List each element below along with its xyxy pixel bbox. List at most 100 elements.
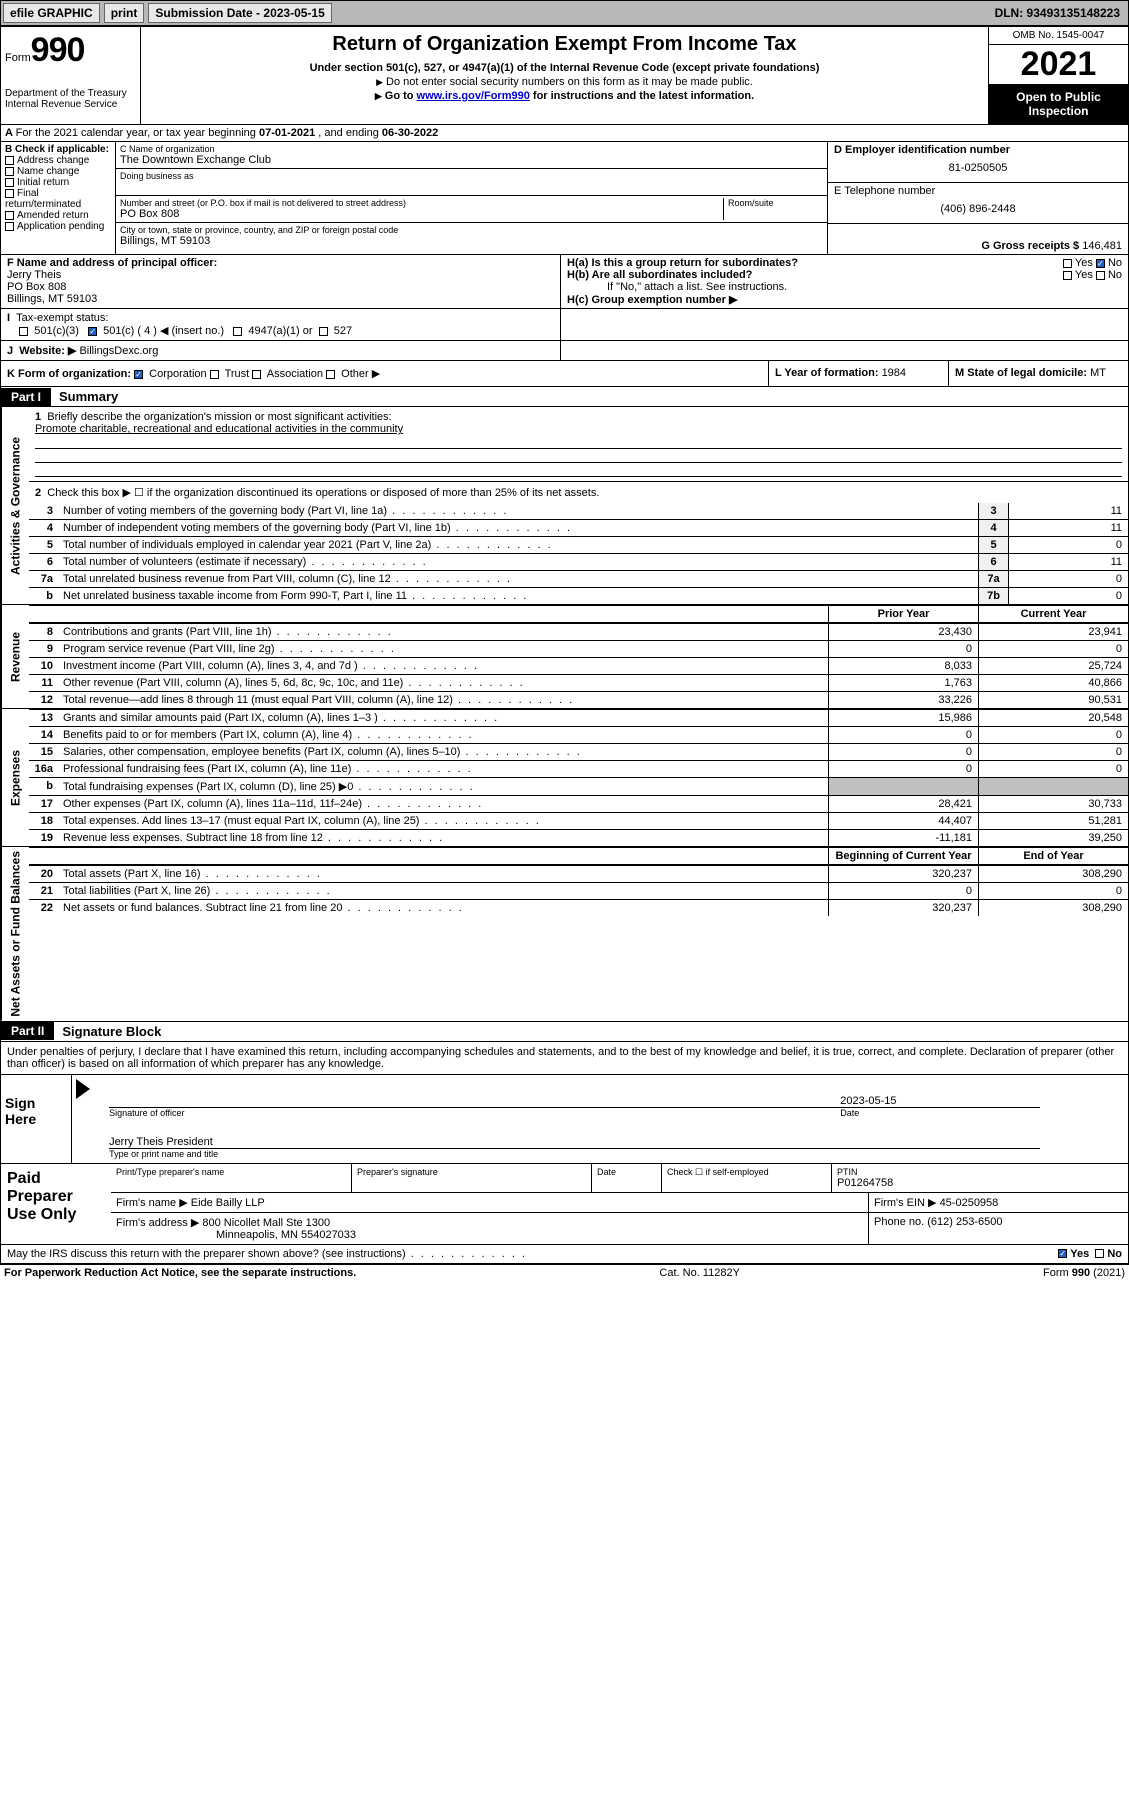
summary-line: 6Total number of volunteers (estimate if… xyxy=(29,553,1128,570)
colb-checkbox[interactable] xyxy=(5,189,14,198)
officer-label: F Name and address of principal officer: xyxy=(7,257,217,269)
ptin-label: PTIN xyxy=(837,1167,1123,1177)
hb-yes-checkbox[interactable] xyxy=(1063,271,1072,280)
hb-label: H(b) Are all subordinates included? xyxy=(567,269,752,281)
colb-item: Application pending xyxy=(5,221,111,232)
state-domicile: MT xyxy=(1090,367,1106,379)
mission-answer: Promote charitable, recreational and edu… xyxy=(35,423,403,435)
ha-yes-checkbox[interactable] xyxy=(1063,259,1072,268)
paid-row-3: Firm's address ▶ 800 Nicollet Mall Ste 1… xyxy=(111,1213,1128,1244)
top-toolbar: efile GRAPHIC print Submission Date - 20… xyxy=(0,0,1129,26)
row-a-tax-year: A For the 2021 calendar year, or tax yea… xyxy=(1,125,1128,142)
527-checkbox[interactable] xyxy=(319,327,328,336)
subdate-label: Submission Date - xyxy=(155,6,263,20)
firm-city: Minneapolis, MN 554027033 xyxy=(116,1229,356,1241)
revenue-section: Revenue Prior Year Current Year 8Contrib… xyxy=(1,605,1128,709)
efile-button[interactable]: efile GRAPHIC xyxy=(3,3,100,23)
501c3-checkbox[interactable] xyxy=(19,327,28,336)
col-b-check: B Check if applicable: Address changeNam… xyxy=(1,142,116,254)
colb-checkbox[interactable] xyxy=(5,167,14,176)
org-city: Billings, MT 59103 xyxy=(120,235,823,247)
hb-no-checkbox[interactable] xyxy=(1096,271,1105,280)
section-h: H(a) Is this a group return for subordin… xyxy=(561,255,1128,308)
sign-here-label: Sign Here xyxy=(1,1075,71,1163)
colb-item: Final return/terminated xyxy=(5,188,111,210)
dba-box: Doing business as xyxy=(116,169,827,196)
summary-line: 16aProfessional fundraising fees (Part I… xyxy=(29,760,1128,777)
officer-addr2: Billings, MT 59103 xyxy=(7,293,97,305)
header-body-grid: B Check if applicable: Address changeNam… xyxy=(1,142,1128,255)
prep-self-check: Check ☐ if self-employed xyxy=(661,1164,831,1192)
l-label: L Year of formation: xyxy=(775,367,882,379)
boy-hdr: Beginning of Current Year xyxy=(828,848,978,864)
print-button[interactable]: print xyxy=(104,3,145,23)
addr-label: Number and street (or P.O. box if mail i… xyxy=(120,198,723,208)
q1-text: Briefly describe the organization's miss… xyxy=(47,411,391,423)
colb-checkbox[interactable] xyxy=(5,211,14,220)
dept-label: Department of the Treasury Internal Reve… xyxy=(5,88,136,110)
part1-title: Summary xyxy=(51,387,126,406)
firm-ein-label: Firm's EIN ▶ xyxy=(874,1197,940,1209)
firm-ein: 45-0250958 xyxy=(940,1197,999,1209)
sig-date: 2023-05-15 xyxy=(840,1095,1040,1107)
colb-checkbox[interactable] xyxy=(5,178,14,187)
firm-name-label: Firm's name ▶ xyxy=(116,1197,191,1209)
501c-checkbox[interactable] xyxy=(88,327,97,336)
prep-date-label: Date xyxy=(597,1167,656,1177)
trust-checkbox[interactable] xyxy=(210,370,219,379)
sig-date-label: Date xyxy=(840,1108,1040,1118)
summary-line: 8Contributions and grants (Part VIII, li… xyxy=(29,623,1128,640)
colb-checkbox[interactable] xyxy=(5,156,14,165)
prep-sig-label: Preparer's signature xyxy=(357,1167,586,1177)
k-label: K Form of organization: xyxy=(7,368,131,380)
colb-item: Name change xyxy=(5,166,111,177)
footer-left: For Paperwork Reduction Act Notice, see … xyxy=(4,1267,356,1279)
summary-line: 11Other revenue (Part VIII, column (A), … xyxy=(29,674,1128,691)
footer-center: Cat. No. 11282Y xyxy=(659,1267,740,1279)
dba-label: Doing business as xyxy=(120,171,823,181)
summary-line: 17Other expenses (Part IX, column (A), l… xyxy=(29,795,1128,812)
irs-link[interactable]: www.irs.gov/Form990 xyxy=(417,90,530,102)
summary-line: 5Total number of individuals employed in… xyxy=(29,536,1128,553)
governance-vlabel: Activities & Governance xyxy=(1,407,29,604)
4947-checkbox[interactable] xyxy=(233,327,242,336)
discuss-yes-checkbox[interactable] xyxy=(1058,1249,1067,1258)
open-inspection: Open to Public Inspection xyxy=(989,84,1128,124)
gross-value: 146,481 xyxy=(1082,240,1122,252)
hc-label: H(c) Group exemption number ▶ xyxy=(567,294,737,306)
other-checkbox[interactable] xyxy=(326,370,335,379)
header-right: OMB No. 1545-0047 2021 Open to Public In… xyxy=(988,27,1128,124)
gross-label: G Gross receipts $ xyxy=(981,240,1082,252)
phone-value: (406) 896-2448 xyxy=(834,197,1122,221)
revenue-vlabel: Revenue xyxy=(1,605,29,708)
summary-line: 19Revenue less expenses. Subtract line 1… xyxy=(29,829,1128,846)
ha-label: H(a) Is this a group return for subordin… xyxy=(567,257,798,269)
m-label: M State of legal domicile: xyxy=(955,367,1090,379)
prior-year-hdr: Prior Year xyxy=(828,606,978,622)
org-name-box: C Name of organization The Downtown Exch… xyxy=(116,142,827,169)
part2-title: Signature Block xyxy=(54,1022,169,1041)
ein-value: 81-0250505 xyxy=(834,156,1122,180)
expenses-vlabel: Expenses xyxy=(1,709,29,846)
summary-line: 15Salaries, other compensation, employee… xyxy=(29,743,1128,760)
summary-line: 18Total expenses. Add lines 13–17 (must … xyxy=(29,812,1128,829)
name-label: C Name of organization xyxy=(120,144,823,154)
ha-no-checkbox[interactable] xyxy=(1096,259,1105,268)
summary-line: 4Number of independent voting members of… xyxy=(29,519,1128,536)
summary-line: 21Total liabilities (Part X, line 26)00 xyxy=(29,882,1128,899)
corp-checkbox[interactable] xyxy=(134,370,143,379)
col-d-ein: D Employer identification number 81-0250… xyxy=(828,142,1128,254)
summary-line: 10Investment income (Part VIII, column (… xyxy=(29,657,1128,674)
addr-box: Number and street (or P.O. box if mail i… xyxy=(116,196,827,223)
arrow-icon xyxy=(76,1079,90,1099)
sig-type-label: Type or print name and title xyxy=(109,1149,1040,1159)
part1-header: Part I Summary xyxy=(1,387,1128,407)
discuss-no-checkbox[interactable] xyxy=(1095,1249,1104,1258)
assoc-checkbox[interactable] xyxy=(252,370,261,379)
summary-line: 13Grants and similar amounts paid (Part … xyxy=(29,709,1128,726)
header-center: Return of Organization Exempt From Incom… xyxy=(141,27,988,124)
rev-header-row: Prior Year Current Year xyxy=(29,605,1128,623)
colb-checkbox[interactable] xyxy=(5,222,14,231)
paid-label: Paid Preparer Use Only xyxy=(1,1164,111,1244)
row-f-officer: F Name and address of principal officer:… xyxy=(1,255,1128,309)
